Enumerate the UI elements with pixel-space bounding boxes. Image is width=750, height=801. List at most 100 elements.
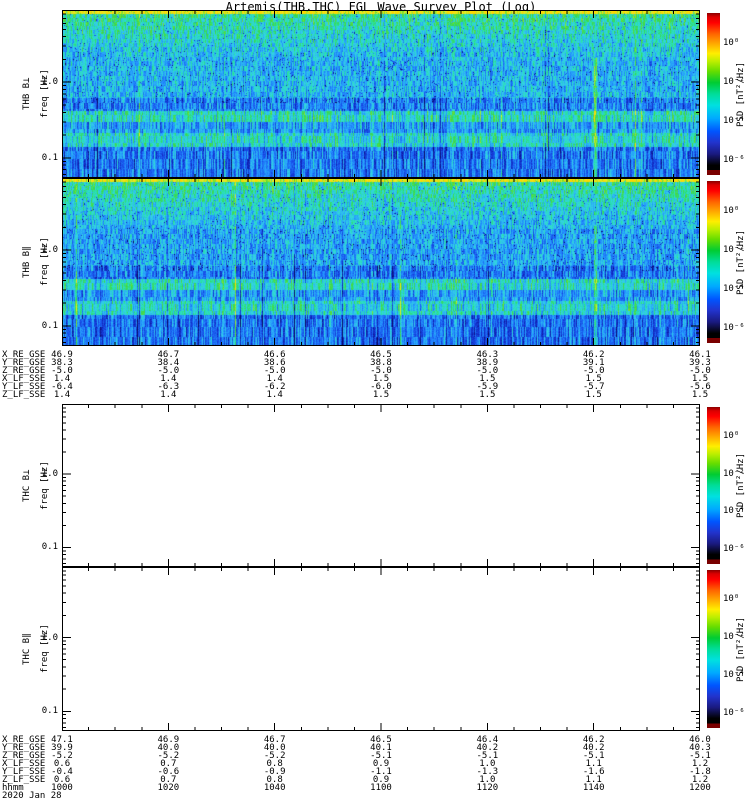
ephemeris-value: -5.9 (476, 382, 499, 392)
colorbar (707, 407, 720, 564)
ephemeris-row-label: X_LF_SSE (2, 759, 46, 769)
spectrogram-image (62, 178, 700, 346)
ephemeris-value: 46.7 (263, 735, 286, 745)
colorbar-tick-label: 10⁻⁴ (723, 670, 745, 681)
ephemeris-value: 0.7 (160, 775, 177, 785)
ephemeris-value: 1.5 (372, 390, 390, 400)
ephemeris-value: -6.4 (51, 382, 73, 392)
ephemeris-value: -1.1 (370, 767, 392, 777)
time-tick-label: 1140 (582, 783, 605, 793)
ephemeris-value: -5.0 (476, 366, 499, 376)
ephemeris-value: -1.3 (476, 767, 499, 777)
ephemeris-value: 0.8 (266, 759, 283, 769)
ephemeris-value: -6.0 (370, 382, 392, 392)
freq-tick-label: 1.0 (41, 245, 58, 256)
ephemeris-value: 38.9 (476, 358, 499, 368)
ephemeris-value: -5.7 (582, 382, 605, 392)
ephemeris-value: 38.3 (51, 358, 73, 368)
ephemeris-row-label: Z_RE_GSE (2, 366, 46, 376)
ephemeris-value: 0.9 (372, 759, 390, 769)
ephemeris-value: 46.1 (689, 350, 711, 360)
ephemeris-value: 1.4 (266, 390, 283, 400)
ephemeris-value: -1.6 (582, 767, 605, 777)
ephemeris-row-label: Z_LF_SSE (2, 775, 46, 785)
ephemeris-value: 46.6 (263, 350, 286, 360)
colorbar-title: PSD [nT²/Hz] (736, 61, 746, 127)
ephemeris-value: 1.4 (160, 390, 177, 400)
spectrogram-panel-4 (62, 567, 700, 731)
time-tick-label: 1100 (370, 783, 392, 793)
colorbar-tick-label: 10⁻⁶ (723, 544, 745, 555)
ephemeris-value: -5.1 (689, 751, 711, 761)
ephemeris-value: -5.2 (51, 751, 73, 761)
time-axis-label: hhmm (2, 783, 24, 793)
ephemeris-value: 1.5 (691, 374, 709, 384)
ephemeris-value: 0.6 (53, 759, 71, 769)
ephemeris-value: 1.5 (585, 390, 602, 400)
freq-tick-label: 0.1 (41, 320, 58, 331)
ephemeris-value: 46.5 (370, 350, 392, 360)
ephemeris-row-label: X_RE_GSE (2, 735, 46, 745)
ephemeris-value: 1.5 (479, 390, 496, 400)
ephemeris-value: 40.0 (157, 743, 180, 753)
ephemeris-value: -5.2 (263, 751, 286, 761)
spectrogram-panel-2 (62, 178, 700, 346)
ephemeris-row-label: X_LF_SSE (2, 374, 46, 384)
colorbar-tick-label: 10⁰ (723, 594, 740, 605)
colorbar-tick-label: 10⁻² (723, 244, 745, 255)
ephemeris-value: 38.4 (157, 358, 180, 368)
ephemeris-value: 40.2 (582, 743, 605, 753)
ephemeris-value: 1.0 (479, 759, 496, 769)
ephemeris-value: 40.1 (370, 743, 392, 753)
ephemeris-value: -5.2 (157, 751, 180, 761)
ephemeris-value: -5.0 (263, 366, 286, 376)
ephemeris-row-label: Y_LF_SSE (2, 382, 46, 392)
ephemeris-value: -5.1 (582, 751, 605, 761)
ephemeris-value: 1.5 (691, 390, 709, 400)
freq-tick-label: 0.1 (41, 706, 58, 717)
axis-ticks (62, 404, 700, 567)
ephemeris-value: 1.4 (160, 374, 177, 384)
ephemeris-value: -5.1 (476, 751, 499, 761)
ephemeris-value: -1.8 (689, 767, 711, 777)
time-tick-label: 1120 (476, 783, 499, 793)
ephemeris-value: -5.6 (689, 382, 711, 392)
colorbar-tick-label: 10⁻⁴ (723, 115, 745, 126)
ephemeris-value: -0.6 (157, 767, 180, 777)
freq-tick-label: 1.0 (41, 469, 58, 480)
colorbar-tick-label: 10⁻² (723, 468, 745, 479)
ephemeris-value: -0.4 (51, 767, 73, 777)
ephemeris-value: 1.1 (585, 759, 602, 769)
colorbar-tick-label: 10⁻⁴ (723, 283, 745, 294)
freq-tick-label: 1.0 (41, 632, 58, 643)
time-tick-label: 1000 (51, 783, 73, 793)
colorbar-tick-label: 10⁻⁴ (723, 506, 745, 517)
ephemeris-value: 0.8 (266, 775, 283, 785)
ephemeris-value: 1.4 (266, 374, 283, 384)
date-label: 2020 Jan 28 (2, 791, 62, 801)
time-tick-label: 1040 (263, 783, 286, 793)
ephemeris-value: 46.5 (370, 735, 392, 745)
colorbar-tick-label: 10⁰ (723, 205, 740, 216)
ephemeris-value: 38.6 (263, 358, 286, 368)
ephemeris-value: 1.5 (585, 374, 602, 384)
ephemeris-value: 47.1 (51, 735, 73, 745)
spectrogram-panel-1 (62, 10, 700, 178)
colorbar-title: PSD [nT²/Hz] (736, 616, 746, 682)
ephemeris-value: 39.9 (51, 743, 73, 753)
spectrogram-panel-3 (62, 404, 700, 567)
ephemeris-value: 38.8 (370, 358, 392, 368)
ephemeris-value: -5.0 (51, 366, 73, 376)
ephemeris-value: -6.2 (263, 382, 286, 392)
colorbar-tick-label: 10⁻² (723, 76, 745, 87)
time-tick-label: 1200 (689, 783, 711, 793)
ephemeris-value: 46.3 (476, 350, 499, 360)
freq-tick-label: 0.1 (41, 542, 58, 553)
axis-ticks (62, 567, 700, 731)
time-tick-label: 1020 (157, 783, 180, 793)
ephemeris-row-label: Y_RE_GSE (2, 358, 46, 368)
ephemeris-row-label: X_RE_GSE (2, 350, 46, 360)
ephemeris-value: 1.1 (585, 775, 602, 785)
ephemeris-value: 46.9 (157, 735, 180, 745)
